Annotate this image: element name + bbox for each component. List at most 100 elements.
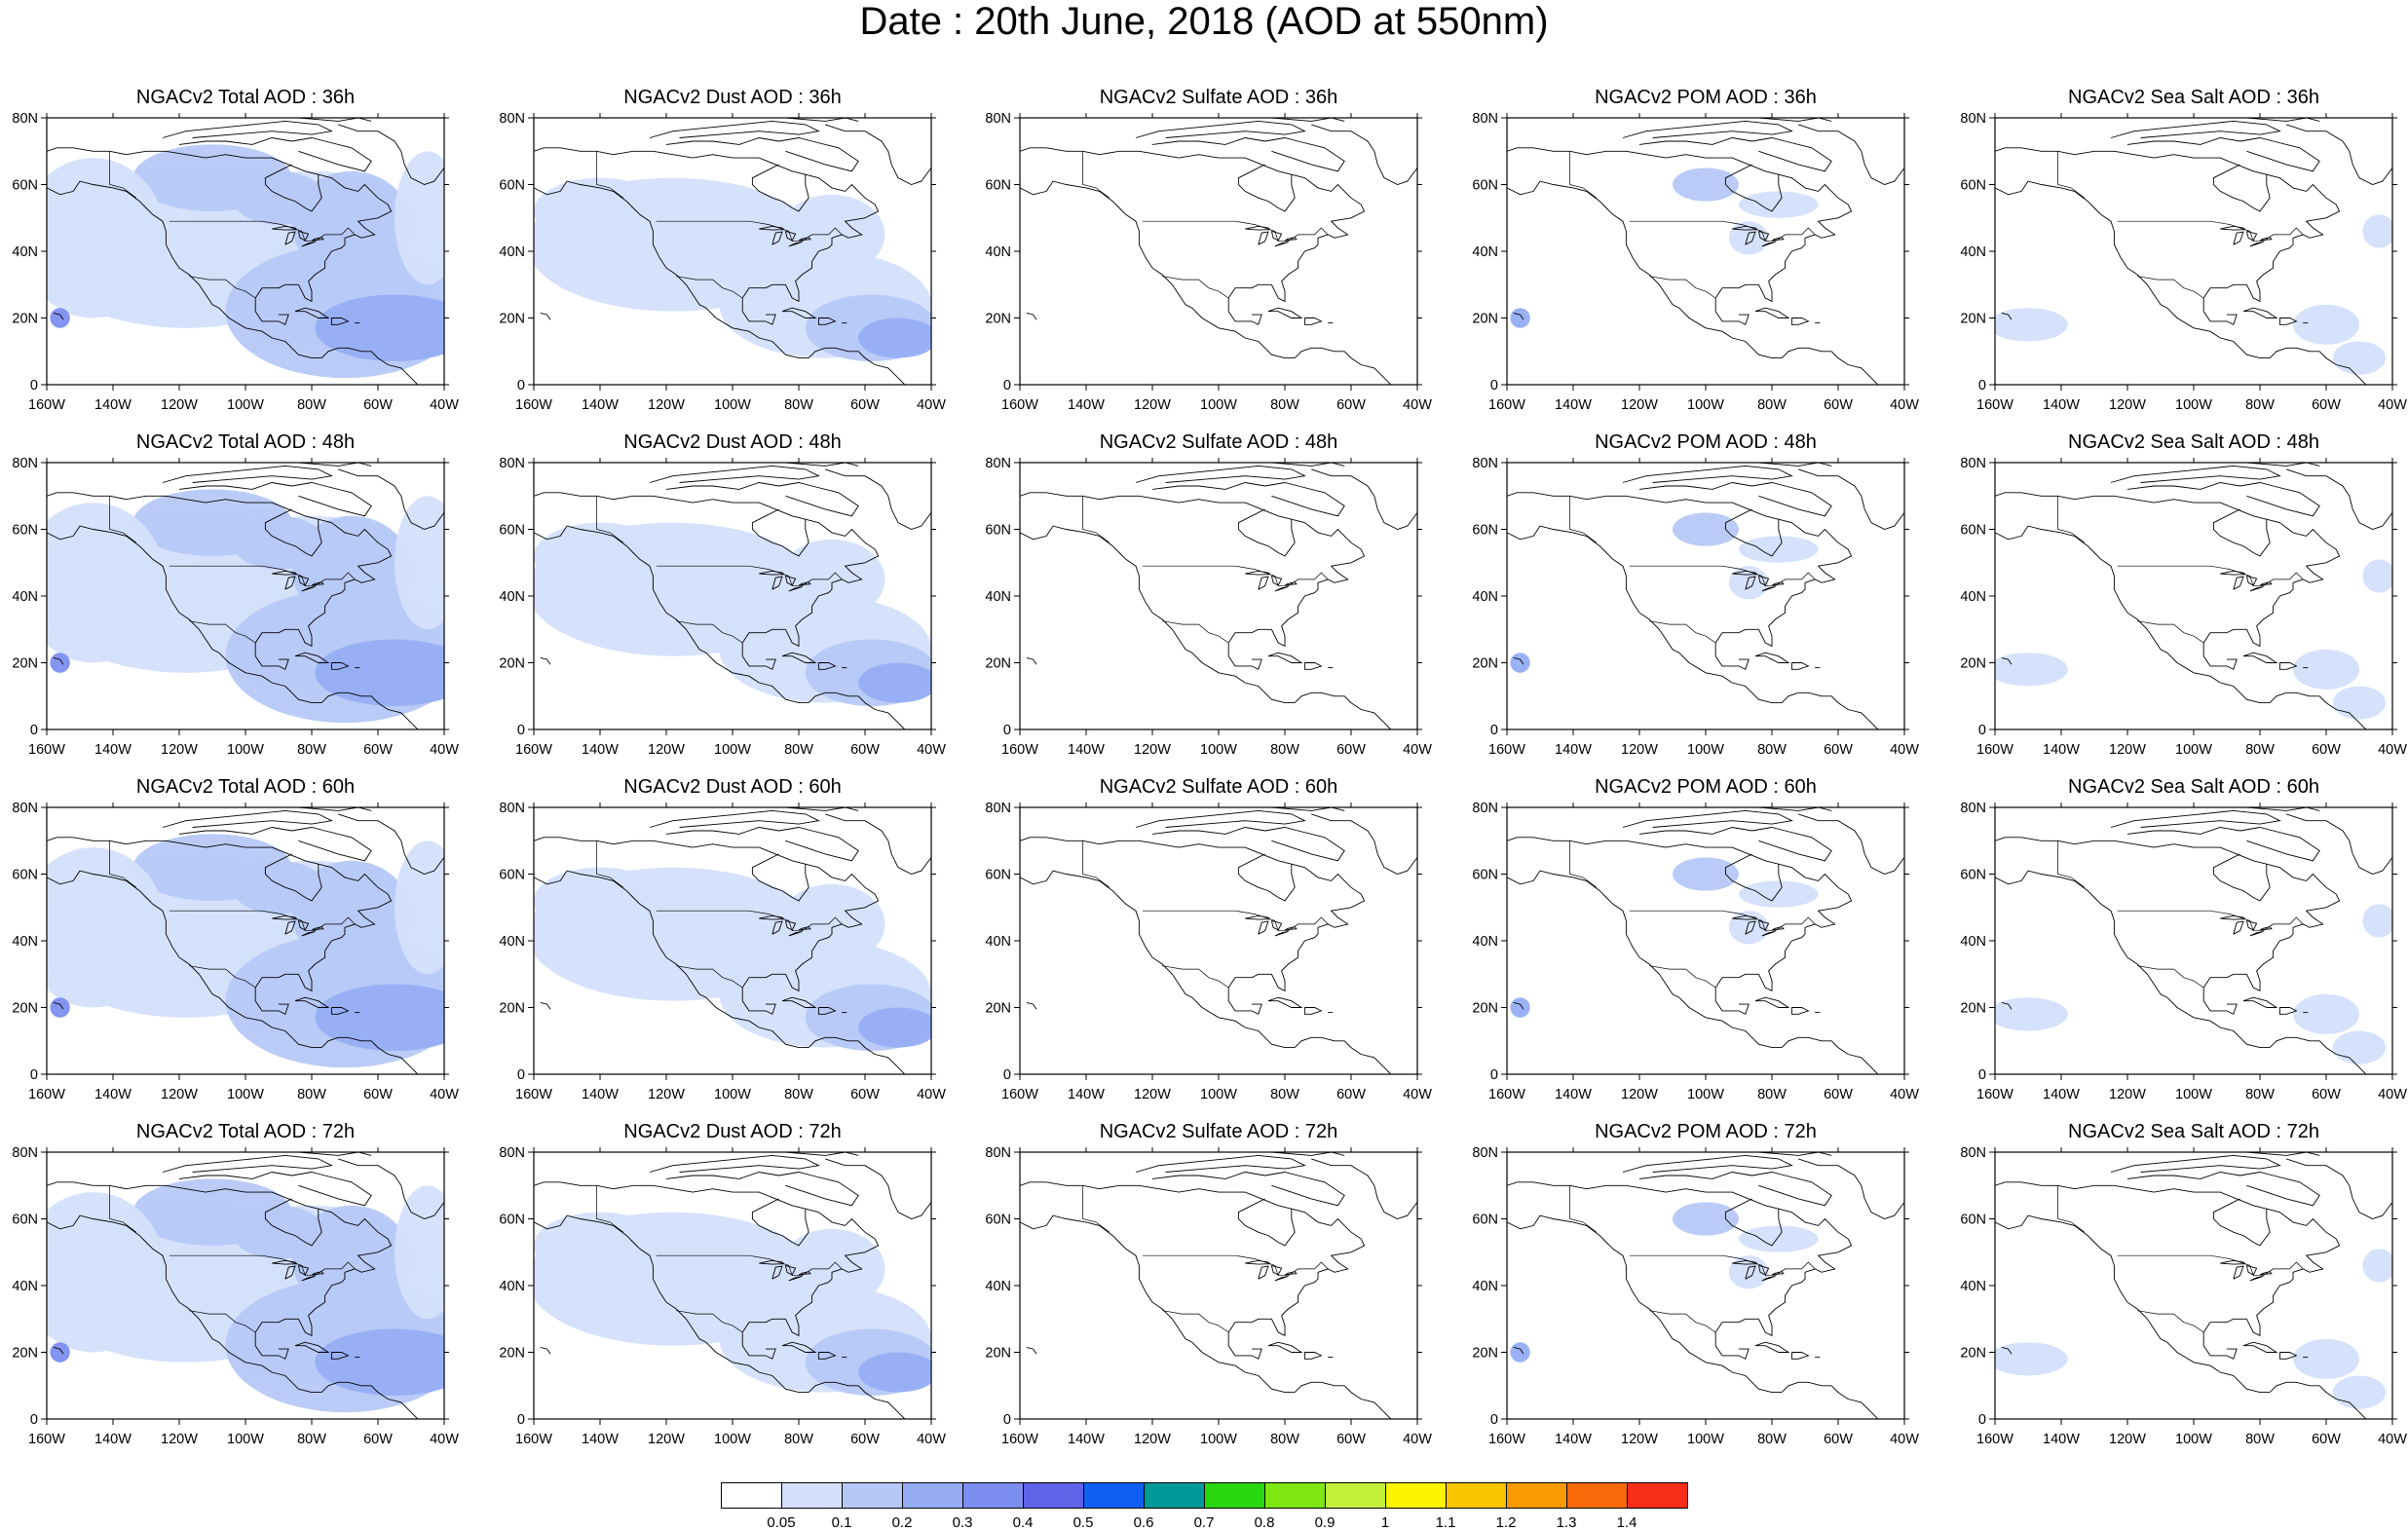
- y-tick-label: 20N: [1472, 1001, 1498, 1017]
- x-tick-label: 140W: [2043, 397, 2080, 413]
- map-panel-dust: NGACv2 Dust AOD : 36h 160W 140W 120W 100W 80W…: [487, 85, 974, 426]
- map-plot: 160W 140W 120W 100W 80W 60W 40W 0 20N 40N 60N 80N: [1960, 456, 2407, 758]
- coastline: [649, 465, 820, 483]
- x-tick-label: 160W: [1976, 1087, 2013, 1102]
- coastline: [1020, 180, 1296, 359]
- coastline: [2001, 656, 2013, 665]
- border-line: [2117, 220, 2304, 243]
- coastline: [294, 996, 330, 1008]
- coastline: [2110, 809, 2281, 828]
- lake-outline: [2233, 231, 2244, 245]
- x-tick-label: 40W: [2378, 1087, 2407, 1102]
- border-line: [1629, 1254, 1816, 1277]
- y-tick-label: 40N: [499, 934, 525, 950]
- y-tick-label: 80N: [1472, 111, 1498, 127]
- y-tick-label: 20N: [1472, 1346, 1498, 1362]
- coastline: [47, 870, 322, 1049]
- aod-shade: [2293, 304, 2359, 345]
- x-tick-label: 160W: [515, 1432, 552, 1447]
- lake-outline: [788, 930, 803, 937]
- x-tick-label: 120W: [1621, 397, 1658, 413]
- border-line: [676, 1310, 743, 1333]
- coastline: [2110, 120, 2281, 138]
- coastline: [1790, 1007, 1810, 1015]
- border-line: [169, 220, 356, 243]
- colorbar-label: 1.4: [1616, 1514, 1637, 1531]
- aod-shade: [2362, 214, 2392, 248]
- lake-outline: [284, 576, 296, 590]
- coastline: [1513, 1001, 1524, 1010]
- x-tick-label: 40W: [2378, 1432, 2407, 1447]
- map-plot: 160W 140W 120W 100W 80W 60W 40W 0 20N 40N 60N 80N: [1472, 111, 1919, 413]
- aod-shade: [858, 317, 931, 358]
- x-tick-label: 60W: [850, 742, 880, 758]
- border-line: [656, 220, 843, 243]
- coastline: [53, 1001, 64, 1010]
- coastline: [1267, 1341, 1303, 1353]
- coastline: [1020, 870, 1296, 1049]
- lake-outline: [2249, 241, 2264, 247]
- panel-title: NGACv2 Sea Salt AOD : 60h: [2068, 776, 2319, 798]
- coastlines: [47, 807, 444, 1074]
- map-panel-total: NGACv2 Total AOD : 36h 160W 140W 120W 100W 80…: [0, 85, 487, 426]
- x-tick-label: 160W: [1488, 742, 1525, 758]
- colorbar-swatch: [902, 1482, 963, 1509]
- lake-outline: [2233, 920, 2244, 935]
- lake-outline: [788, 585, 803, 592]
- x-tick-label: 60W: [850, 397, 880, 413]
- y-tick-label: 80N: [985, 801, 1011, 816]
- coastline: [178, 1172, 372, 1207]
- aod-shade: [232, 1205, 325, 1259]
- x-tick-label: 160W: [515, 397, 552, 413]
- y-tick-label: 60N: [1960, 868, 1986, 883]
- x-tick-label: 120W: [161, 1087, 198, 1102]
- coastline: [330, 662, 350, 670]
- coastline: [1513, 1346, 1524, 1355]
- aod-field: [47, 834, 444, 1068]
- y-tick-label: 20N: [12, 1346, 38, 1362]
- coastline: [1798, 124, 1904, 185]
- coastline: [2110, 465, 2281, 483]
- colorbar-swatch: [1446, 1482, 1507, 1509]
- aod-shade: [2332, 1375, 2387, 1409]
- coastline: [2126, 827, 2320, 862]
- coastline: [1718, 807, 1832, 811]
- map-plot: 160W 140W 120W 100W 80W 60W 40W 0 20N 40N 60N 80N: [12, 1145, 459, 1447]
- panel-title: NGACv2 Dust AOD : 72h: [623, 1121, 842, 1142]
- coastline: [47, 492, 393, 670]
- map-panel-seasalt: NGACv2 Sea Salt AOD : 36h 160W 140W 120W 100…: [1948, 85, 2408, 426]
- coastline: [2212, 164, 2271, 212]
- x-tick-label: 100W: [1687, 1087, 1724, 1102]
- coastline: [330, 1352, 350, 1360]
- coastline: [1135, 120, 1306, 138]
- border-line: [189, 965, 256, 989]
- coastline: [178, 482, 372, 517]
- y-tick-label: 20N: [985, 1001, 1011, 1017]
- coastlines: [1995, 463, 2392, 729]
- coastline: [162, 1154, 333, 1173]
- y-tick-label: 60N: [1472, 178, 1498, 194]
- coastline: [825, 813, 931, 875]
- coastline: [1754, 1341, 1790, 1353]
- x-tick-label: 100W: [714, 742, 751, 758]
- border-line: [656, 565, 843, 587]
- y-tick-label: 20N: [1472, 656, 1498, 672]
- x-tick-label: 40W: [1403, 1432, 1432, 1447]
- aod-field: [47, 489, 444, 724]
- aod-field: [47, 1178, 444, 1413]
- coastline: [808, 1381, 906, 1419]
- coastline: [2242, 307, 2278, 318]
- border-line: [1162, 620, 1229, 644]
- coastline: [47, 1214, 322, 1394]
- panel-title: NGACv2 Sulfate AOD : 72h: [1099, 1121, 1338, 1142]
- coastline: [2269, 1381, 2367, 1419]
- aod-shade: [47, 1192, 167, 1353]
- y-tick-label: 0: [1490, 723, 1498, 738]
- x-tick-label: 100W: [1200, 397, 1237, 413]
- x-tick-label: 60W: [1824, 397, 1853, 413]
- y-tick-label: 80N: [499, 801, 525, 816]
- aod-shade: [395, 151, 444, 285]
- coastline: [2212, 508, 2271, 557]
- y-tick-label: 40N: [1960, 244, 1986, 260]
- y-tick-label: 60N: [1960, 1213, 1986, 1228]
